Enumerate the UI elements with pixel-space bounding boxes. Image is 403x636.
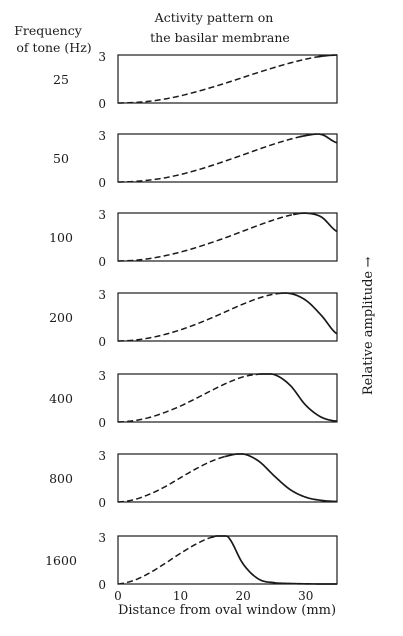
panel-frame xyxy=(117,535,338,585)
y-tick-label: 0 xyxy=(98,335,106,349)
chart-title-line1: Activity pattern on xyxy=(154,10,274,25)
y-tick-label: 3 xyxy=(98,449,106,463)
x-tick-label: 10 xyxy=(173,589,188,603)
x-axis-title: Distance from oval window (mm) xyxy=(118,603,336,618)
frequency-label: 800 xyxy=(49,471,73,486)
panel-frame xyxy=(117,453,338,503)
series-line-dashed xyxy=(117,373,259,423)
panel-frame xyxy=(117,54,338,104)
y-tick-label: 0 xyxy=(98,416,106,430)
y-tick-label: 3 xyxy=(98,208,106,222)
series-line-solid xyxy=(280,292,338,335)
series-line-solid xyxy=(293,212,338,233)
y-axis-arrow-icon: → xyxy=(361,256,376,267)
frequency-label: 100 xyxy=(49,230,73,245)
series-line-solid xyxy=(299,133,338,144)
y-tick-label: 0 xyxy=(98,578,106,592)
series-line-dashed xyxy=(117,535,216,585)
y-tick-label: 0 xyxy=(98,496,106,510)
frequency-label: 1600 xyxy=(45,553,77,568)
y-axis-title: Relative amplitude xyxy=(361,271,376,396)
series-line-solid xyxy=(211,535,337,585)
x-tick-label: 30 xyxy=(298,589,313,603)
y-tick-label: 0 xyxy=(98,176,106,190)
y-tick-label: 3 xyxy=(98,50,106,64)
panel-frame xyxy=(117,373,338,423)
x-tick-label: 0 xyxy=(114,589,122,603)
frequency-header-line1: Frequency xyxy=(14,23,83,38)
frequency-label: 50 xyxy=(53,151,69,166)
frequency-header-line2: of tone (Hz) xyxy=(16,40,91,55)
panel-frame xyxy=(117,212,338,262)
frequency-label: 200 xyxy=(49,310,73,325)
y-tick-label: 3 xyxy=(98,531,106,545)
chart-title-line2: the basilar membrane xyxy=(150,30,290,45)
series-line-dashed xyxy=(117,455,228,503)
series-line-dashed xyxy=(117,292,284,342)
y-tick-label: 3 xyxy=(98,288,106,302)
panel-frame xyxy=(117,133,338,183)
series-line-dashed xyxy=(117,55,322,104)
series-line-dashed xyxy=(117,213,297,262)
series-line-dashed xyxy=(117,135,303,183)
y-tick-label: 3 xyxy=(98,369,106,383)
panel-frame xyxy=(117,292,338,342)
frequency-label: 400 xyxy=(49,391,73,406)
y-tick-label: 0 xyxy=(98,97,106,111)
series-line-solid xyxy=(318,54,338,58)
series-line-solid xyxy=(255,373,338,423)
x-tick-label: 20 xyxy=(236,589,251,603)
y-tick-label: 0 xyxy=(98,255,106,269)
frequency-label: 25 xyxy=(53,72,69,87)
series-line-solid xyxy=(224,453,338,503)
y-tick-label: 3 xyxy=(98,129,106,143)
